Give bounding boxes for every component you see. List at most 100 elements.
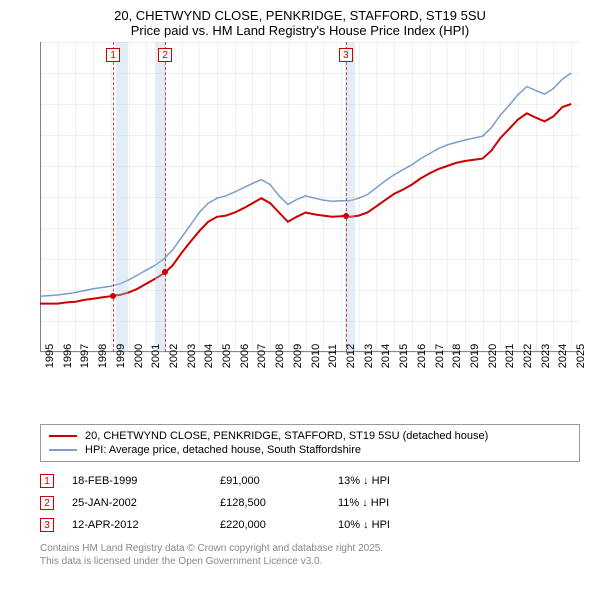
x-tick-label: 2022 [522,344,534,368]
legend: 20, CHETWYND CLOSE, PENKRIDGE, STAFFORD,… [40,424,580,462]
sale-marker-line [346,42,347,352]
x-tick-label: 2007 [256,344,268,368]
sales-row-price: £220,000 [220,519,320,531]
x-tick-label: 1995 [44,344,56,368]
title-line-1: 20, CHETWYND CLOSE, PENKRIDGE, STAFFORD,… [0,8,600,23]
x-gridline [111,42,112,352]
x-gridline [323,42,324,352]
sales-row-date: 18-FEB-1999 [72,475,202,487]
x-tick-label: 2011 [327,344,339,368]
x-gridline [182,42,183,352]
x-tick-label: 2024 [557,344,569,368]
recession-band [155,42,166,352]
title-line-2: Price paid vs. HM Land Registry's House … [0,23,600,38]
x-gridline [571,42,572,352]
x-tick-label: 2016 [416,344,428,368]
sale-marker-dot [162,269,168,275]
x-gridline [58,42,59,352]
x-gridline [252,42,253,352]
legend-label: HPI: Average price, detached house, Sout… [85,444,361,456]
x-gridline [500,42,501,352]
title-block: 20, CHETWYND CLOSE, PENKRIDGE, STAFFORD,… [0,0,600,42]
x-tick-label: 2000 [133,344,145,368]
sale-marker-number: 1 [106,48,120,62]
footer: Contains HM Land Registry data © Crown c… [40,542,580,568]
legend-item: 20, CHETWYND CLOSE, PENKRIDGE, STAFFORD,… [49,429,571,443]
x-tick-label: 2009 [292,344,304,368]
x-axis: 1995199619971998199920002001200220032004… [40,352,580,402]
sale-marker-line [113,42,114,352]
legend-label: 20, CHETWYND CLOSE, PENKRIDGE, STAFFORD,… [85,430,488,442]
x-tick-label: 2010 [310,344,322,368]
chart-area: 123 £0£50K£100K£150K£200K£250K£300K£350K… [40,42,600,382]
x-tick-label: 2013 [363,344,375,368]
sale-marker-number: 3 [339,48,353,62]
x-gridline [146,42,147,352]
x-gridline [483,42,484,352]
x-gridline [75,42,76,352]
y-axis: £0£50K£100K£150K£200K£250K£300K£350K£400… [0,42,40,352]
x-tick-label: 2012 [345,344,357,368]
x-gridline [376,42,377,352]
x-tick-label: 2004 [203,344,215,368]
x-gridline [447,42,448,352]
x-gridline [359,42,360,352]
x-gridline [199,42,200,352]
x-gridline [341,42,342,352]
x-tick-label: 2008 [274,344,286,368]
sale-marker-dot [343,213,349,219]
x-gridline [553,42,554,352]
x-gridline [93,42,94,352]
x-gridline [270,42,271,352]
x-tick-label: 2015 [398,344,410,368]
sale-marker-dot [110,293,116,299]
sale-marker-number: 2 [158,48,172,62]
x-tick-label: 2020 [487,344,499,368]
legend-swatch [49,449,77,451]
sales-row-price: £128,500 [220,497,320,509]
x-tick-label: 2006 [239,344,251,368]
x-gridline [40,42,41,352]
x-tick-label: 2023 [540,344,552,368]
sales-row-number: 2 [40,496,54,510]
legend-swatch [49,435,77,437]
x-gridline [465,42,466,352]
x-gridline [217,42,218,352]
x-gridline [412,42,413,352]
recession-band [116,42,128,352]
x-tick-label: 2017 [434,344,446,368]
sales-row-number: 3 [40,518,54,532]
x-tick-label: 1997 [79,344,91,368]
sale-marker-line [165,42,166,352]
x-tick-label: 1998 [97,344,109,368]
x-gridline [129,42,130,352]
x-tick-label: 2001 [150,344,162,368]
sales-row: 3 12-APR-2012 £220,000 10% ↓ HPI [40,514,580,536]
x-tick-label: 2021 [504,344,516,368]
sales-row-price: £91,000 [220,475,320,487]
sales-table: 118-FEB-1999£91,00013% ↓ HPI225-JAN-2002… [40,470,580,536]
x-tick-label: 2014 [380,344,392,368]
x-tick-label: 2005 [221,344,233,368]
footer-line-2: This data is licensed under the Open Gov… [40,555,580,568]
x-gridline [536,42,537,352]
x-gridline [518,42,519,352]
x-tick-label: 2002 [168,344,180,368]
sales-row-delta: 10% ↓ HPI [338,519,458,531]
plot-area: 1 2 3 [40,42,580,352]
sales-row: 118-FEB-1999£91,00013% ↓ HPI [40,470,580,492]
x-gridline [306,42,307,352]
x-gridline [430,42,431,352]
x-tick-label: 2003 [186,344,198,368]
sales-row-date: 12-APR-2012 [72,519,202,531]
x-gridline [235,42,236,352]
sales-row-delta: 11% ↓ HPI [338,497,458,509]
sales-row-date: 25-JAN-2002 [72,497,202,509]
x-gridline [394,42,395,352]
x-tick-label: 2018 [451,344,463,368]
x-tick-label: 1999 [115,344,127,368]
chart-container: 20, CHETWYND CLOSE, PENKRIDGE, STAFFORD,… [0,0,600,590]
x-tick-label: 2025 [575,344,587,368]
x-tick-label: 2019 [469,344,481,368]
sales-row-delta: 13% ↓ HPI [338,475,458,487]
